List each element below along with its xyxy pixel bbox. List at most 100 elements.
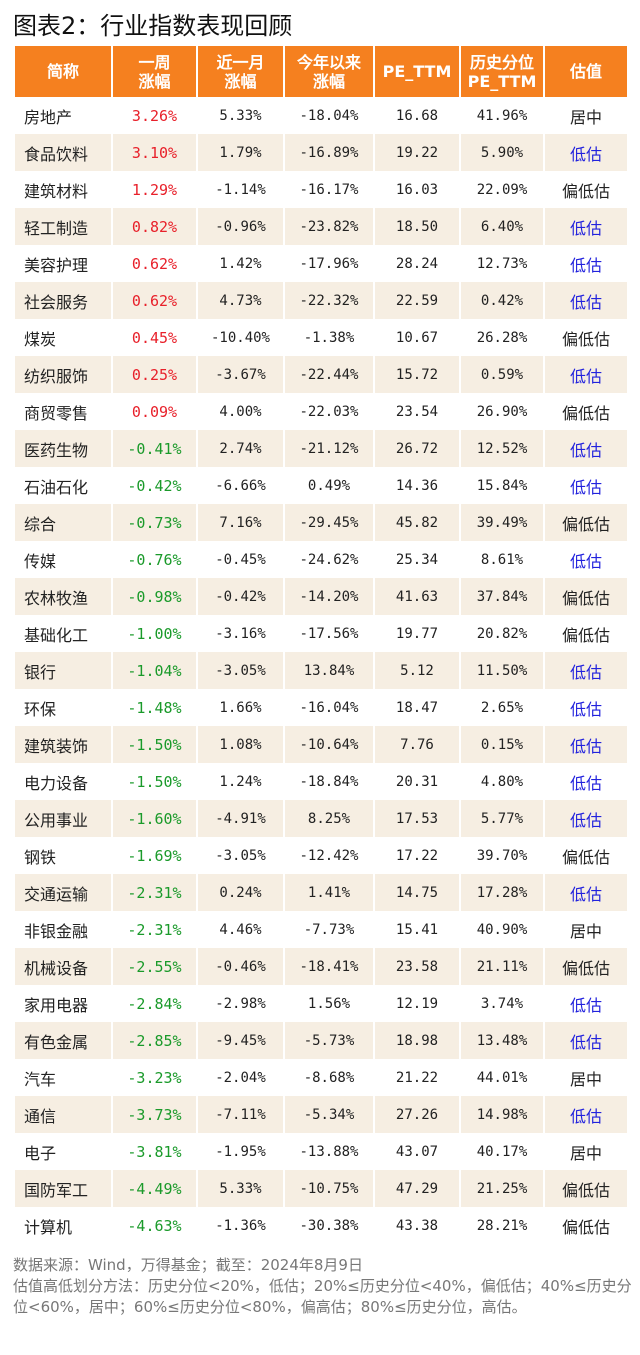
table-row: 公用事业 -1.60% -4.91% 8.25% 17.53 5.77% 低估 [13,800,629,837]
valuation: 低估 [543,282,629,319]
industry-name: 家用电器 [13,985,113,1022]
week-change: -2.31% [111,911,198,948]
industry-name: 环保 [13,689,113,726]
valuation: 低估 [543,800,629,837]
pe-percentile: 14.98% [459,1096,545,1133]
table-row: 电子 -3.81% -1.95% -13.88% 43.07 40.17% 居中 [13,1133,629,1170]
pe-ttm: 43.07 [373,1133,461,1170]
pe-ttm: 14.75 [373,874,461,911]
table-row: 农林牧渔 -0.98% -0.42% -14.20% 41.63 37.84% 偏低估 [13,578,629,615]
table-row: 建筑装饰 -1.50% 1.08% -10.64% 7.76 0.15% 低估 [13,726,629,763]
month-change: -3.05% [196,837,285,874]
pe-ttm: 7.76 [373,726,461,763]
table-row: 钢铁 -1.69% -3.05% -12.42% 17.22 39.70% 偏低估 [13,837,629,874]
pe-percentile: 3.74% [459,985,545,1022]
pe-ttm: 15.41 [373,911,461,948]
pe-ttm: 27.26 [373,1096,461,1133]
pe-ttm: 23.58 [373,948,461,985]
valuation: 居中 [543,1059,629,1096]
pe-ttm: 10.67 [373,319,461,356]
month-change: 2.74% [196,430,285,467]
month-change: 5.33% [196,1170,285,1207]
ytd-change: 1.56% [283,985,375,1022]
ytd-change: -29.45% [283,504,375,541]
ytd-change: -30.38% [283,1207,375,1244]
ytd-change: -5.34% [283,1096,375,1133]
week-change: -1.48% [111,689,198,726]
month-change: 4.46% [196,911,285,948]
week-change: 0.09% [111,393,198,430]
pe-percentile: 26.90% [459,393,545,430]
table-row: 有色金属 -2.85% -9.45% -5.73% 18.98 13.48% 低估 [13,1022,629,1059]
pe-ttm: 43.38 [373,1207,461,1244]
week-change: -0.73% [111,504,198,541]
pe-percentile: 21.25% [459,1170,545,1207]
ytd-change: -18.41% [283,948,375,985]
pe-percentile: 37.84% [459,578,545,615]
industry-name: 社会服务 [13,282,113,319]
ytd-change: -16.89% [283,134,375,171]
pe-percentile: 40.90% [459,911,545,948]
table-row: 通信 -3.73% -7.11% -5.34% 27.26 14.98% 低估 [13,1096,629,1133]
method-note: 估值高低划分方法：历史分位<20%，低估；20%≤历史分位<40%，偏低估；40… [13,1277,632,1316]
table-row: 医药生物 -0.41% 2.74% -21.12% 26.72 12.52% 低估 [13,430,629,467]
valuation: 低估 [543,541,629,578]
valuation: 偏低估 [543,504,629,541]
month-change: 1.66% [196,689,285,726]
valuation: 偏低估 [543,1170,629,1207]
table-row: 食品饮料 3.10% 1.79% -16.89% 19.22 5.90% 低估 [13,134,629,171]
industry-name: 交通运输 [13,874,113,911]
pe-ttm: 28.24 [373,245,461,282]
industry-name: 食品饮料 [13,134,113,171]
table-row: 国防军工 -4.49% 5.33% -10.75% 47.29 21.25% 偏低估 [13,1170,629,1207]
valuation: 低估 [543,874,629,911]
month-change: 1.24% [196,763,285,800]
valuation: 低估 [543,245,629,282]
industry-name: 石油石化 [13,467,113,504]
pe-ttm: 18.47 [373,689,461,726]
ytd-change: 0.49% [283,467,375,504]
ytd-change: -10.75% [283,1170,375,1207]
industry-name: 农林牧渔 [13,578,113,615]
pe-ttm: 17.53 [373,800,461,837]
valuation: 居中 [543,97,629,134]
table-row: 电力设备 -1.50% 1.24% -18.84% 20.31 4.80% 低估 [13,763,629,800]
ytd-change: -17.56% [283,615,375,652]
valuation: 低估 [543,652,629,689]
pe-percentile: 8.61% [459,541,545,578]
ytd-change: -17.96% [283,245,375,282]
valuation: 偏低估 [543,578,629,615]
valuation: 居中 [543,911,629,948]
week-change: -2.31% [111,874,198,911]
table-row: 机械设备 -2.55% -0.46% -18.41% 23.58 21.11% 偏低估 [13,948,629,985]
pe-ttm: 16.03 [373,171,461,208]
pe-percentile: 0.42% [459,282,545,319]
valuation: 偏低估 [543,171,629,208]
pe-ttm: 17.22 [373,837,461,874]
pe-ttm: 41.63 [373,578,461,615]
week-change: -1.69% [111,837,198,874]
ytd-change: -13.88% [283,1133,375,1170]
pe-percentile: 17.28% [459,874,545,911]
ytd-change: -1.38% [283,319,375,356]
industry-name: 公用事业 [13,800,113,837]
pe-percentile: 2.65% [459,689,545,726]
week-change: -3.23% [111,1059,198,1096]
month-change: 0.24% [196,874,285,911]
pe-ttm: 19.22 [373,134,461,171]
table-row: 建筑材料 1.29% -1.14% -16.17% 16.03 22.09% 偏低估 [13,171,629,208]
week-change: 0.62% [111,282,198,319]
week-change: 0.25% [111,356,198,393]
ytd-change: -22.32% [283,282,375,319]
industry-name: 电力设备 [13,763,113,800]
pe-percentile: 20.82% [459,615,545,652]
month-change: 4.00% [196,393,285,430]
week-change: -1.60% [111,800,198,837]
week-change: 3.26% [111,97,198,134]
valuation: 偏低估 [543,615,629,652]
column-header: 历史分位 PE_TTM [459,46,545,97]
ytd-change: -22.44% [283,356,375,393]
industry-name: 非银金融 [13,911,113,948]
pe-ttm: 22.59 [373,282,461,319]
table-row: 环保 -1.48% 1.66% -16.04% 18.47 2.65% 低估 [13,689,629,726]
